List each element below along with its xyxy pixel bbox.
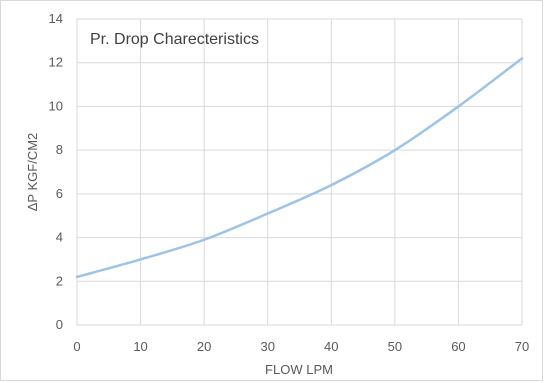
x-axis-title: FLOW LPM	[265, 362, 333, 377]
y-axis-title: ΔP KGF/CM2	[25, 133, 40, 212]
y-tick-label: 12	[49, 55, 63, 70]
y-tick-label: 14	[49, 11, 63, 26]
x-tick-labels: 0 10 20 30 40 50 60 70	[73, 339, 529, 354]
series-layer	[75, 57, 524, 279]
y-tick-labels: 0 2 4 6 8 10 12 14	[49, 11, 63, 332]
gridlines	[76, 18, 523, 326]
y-tick-label: 4	[56, 230, 63, 245]
x-tick-label: 10	[133, 339, 147, 354]
y-tick-label: 6	[56, 186, 63, 201]
x-tick-label: 60	[451, 339, 465, 354]
y-tick-label: 10	[49, 98, 63, 113]
x-tick-label: 30	[260, 339, 274, 354]
y-tick-label: 0	[56, 317, 63, 332]
y-tick-label: 8	[56, 142, 63, 157]
x-tick-label: 70	[515, 339, 529, 354]
series-line	[75, 57, 524, 279]
x-tick-label: 20	[197, 339, 211, 354]
chart-title: Pr. Drop Charecteristics	[90, 31, 259, 48]
x-tick-label: 0	[73, 339, 80, 354]
y-tick-label: 2	[56, 273, 63, 288]
x-tick-label: 50	[388, 339, 402, 354]
x-tick-label: 40	[324, 339, 338, 354]
